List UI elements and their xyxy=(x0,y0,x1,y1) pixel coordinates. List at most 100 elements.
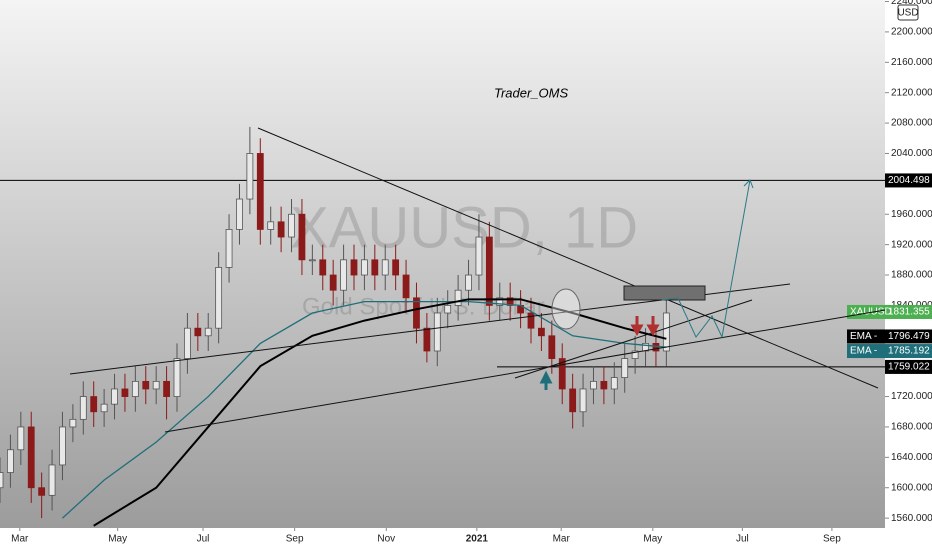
ema-badge-bg xyxy=(847,329,932,344)
candle-body xyxy=(79,396,87,420)
candle-body xyxy=(652,342,660,352)
candle-body xyxy=(152,380,160,390)
x-tick-label: May xyxy=(643,534,662,545)
candle-body xyxy=(662,312,670,352)
y-tick-label: 1640.000 xyxy=(891,452,932,463)
candle-body xyxy=(308,259,316,262)
candle-body xyxy=(590,380,597,390)
candle-body xyxy=(121,388,129,397)
ema-line xyxy=(93,298,667,527)
ema-badge-bg xyxy=(847,344,932,359)
candle-body xyxy=(163,380,170,397)
time-axis xyxy=(0,528,885,550)
candle-body xyxy=(267,221,275,230)
x-tick-label: Jul xyxy=(197,534,210,545)
candle-body xyxy=(7,449,14,473)
x-tick-label: Sep xyxy=(823,534,841,545)
x-tick-label: Nov xyxy=(377,534,395,545)
chart-title: Trader_OMS xyxy=(494,85,568,100)
candle-body xyxy=(131,380,139,397)
currency-box xyxy=(897,4,919,21)
candle-body xyxy=(38,487,46,496)
candle-body xyxy=(361,259,368,276)
candle-body xyxy=(600,380,608,390)
ema-badge: EMA - 1785.192 xyxy=(847,344,932,359)
ema-line xyxy=(62,300,667,519)
down-arrow xyxy=(646,316,660,337)
up-arrow xyxy=(539,370,553,390)
candle-body xyxy=(173,358,181,397)
y-tick-label: 2040.000 xyxy=(891,148,932,159)
candle-body xyxy=(204,327,212,337)
candle-body xyxy=(350,259,358,276)
ema-name: EMA - xyxy=(850,346,877,357)
candle-body xyxy=(246,153,254,200)
candle-body xyxy=(558,358,566,390)
last-price-label: 1831.355 xyxy=(888,307,930,318)
ema-value: 1785.192 xyxy=(888,346,930,357)
candle-body xyxy=(433,312,441,352)
candle-body xyxy=(465,274,472,291)
candle-body xyxy=(548,335,556,359)
price-axis xyxy=(885,0,932,550)
candle-body xyxy=(392,259,400,276)
level-label: 1759.022 xyxy=(888,362,930,373)
candle-body xyxy=(194,327,202,337)
candle-body xyxy=(569,388,577,413)
x-tick-label: 2021 xyxy=(466,534,489,545)
watermark: XAUUSD, 1D xyxy=(290,195,638,260)
level-badge: 1759.022 xyxy=(885,359,932,374)
candle-body xyxy=(59,426,66,466)
x-tick-label: Jul xyxy=(736,534,749,545)
candle-body xyxy=(48,464,56,496)
level-badge-bg xyxy=(885,359,932,374)
y-tick-label: 1560.000 xyxy=(891,513,932,524)
candle-body xyxy=(111,388,118,405)
y-tick-label: 1880.000 xyxy=(891,270,932,281)
candle-body xyxy=(298,213,306,261)
candle-body xyxy=(277,221,285,238)
trendline xyxy=(514,299,753,379)
candle-body xyxy=(538,327,545,337)
y-tick-label: 2080.000 xyxy=(891,118,932,129)
x-tick-label: Sep xyxy=(286,534,304,545)
ema-value: 1796.479 xyxy=(888,331,930,342)
level-label: 2004.498 xyxy=(888,175,930,186)
x-tick-label: Mar xyxy=(553,534,571,545)
candle-body xyxy=(288,213,295,238)
candle-body xyxy=(340,259,347,291)
y-tick-label: 1600.000 xyxy=(891,482,932,493)
trendline xyxy=(257,127,879,389)
candle-body xyxy=(444,305,452,314)
last-price-badge-bg xyxy=(847,304,932,319)
candle-body xyxy=(329,274,337,291)
candle-body xyxy=(579,388,587,413)
y-tick-label: 2240.000 xyxy=(891,0,932,7)
y-tick-label: 1680.000 xyxy=(891,422,932,433)
currency: USD xyxy=(897,8,918,19)
x-tick-label: Mar xyxy=(11,534,29,545)
y-tick-label: 2160.000 xyxy=(891,57,932,68)
ema-name: EMA - xyxy=(850,331,877,342)
candle-body xyxy=(423,327,431,352)
candle-body xyxy=(142,380,150,390)
candle-body xyxy=(236,198,243,230)
candle-body xyxy=(100,403,108,413)
candle-body xyxy=(0,472,4,489)
candle-body xyxy=(610,377,618,390)
highlight-circle xyxy=(551,288,581,330)
candle-body xyxy=(475,236,483,276)
ema-badge: EMA - 1796.479 xyxy=(847,329,932,344)
plot-background xyxy=(0,0,885,528)
drawings xyxy=(69,127,886,433)
y-tick-label: 2120.000 xyxy=(891,87,932,98)
candle-body xyxy=(225,229,233,268)
candle-body xyxy=(17,426,25,451)
candle-body xyxy=(631,350,639,359)
candle-body xyxy=(90,396,98,413)
candle-body xyxy=(371,259,379,276)
candle-body xyxy=(215,267,223,329)
candle-body xyxy=(485,236,493,306)
